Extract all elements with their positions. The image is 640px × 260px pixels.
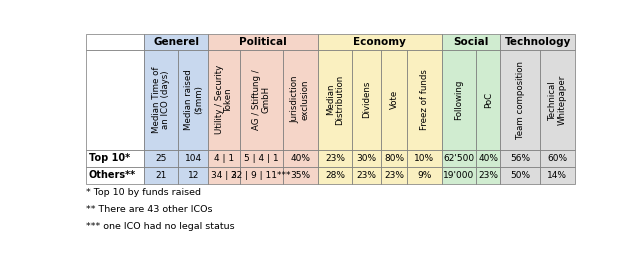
Text: 12: 12 xyxy=(188,171,199,180)
Text: 80%: 80% xyxy=(384,154,404,163)
Bar xyxy=(86,34,144,50)
Text: ** There are 43 other ICOs: ** There are 43 other ICOs xyxy=(86,205,212,214)
Text: Technical
Whitepaper: Technical Whitepaper xyxy=(548,75,566,125)
Text: Vote: Vote xyxy=(390,90,399,109)
Bar xyxy=(209,50,240,150)
Text: AG / Stiftung /
GmbH: AG / Stiftung / GmbH xyxy=(252,69,271,130)
Bar xyxy=(352,150,381,167)
Text: 25: 25 xyxy=(156,154,167,163)
Text: Jurisdiction
exclusion: Jurisdiction exclusion xyxy=(291,76,310,124)
Bar xyxy=(318,167,352,184)
Bar xyxy=(144,34,209,50)
Text: 21: 21 xyxy=(156,171,167,180)
Text: 34 | 3: 34 | 3 xyxy=(211,171,237,180)
Bar xyxy=(381,50,406,150)
Text: 35%: 35% xyxy=(290,171,310,180)
Bar xyxy=(240,150,283,167)
Bar xyxy=(318,50,352,150)
Text: PoC: PoC xyxy=(484,92,493,108)
Text: 5 | 4 | 1: 5 | 4 | 1 xyxy=(244,154,278,163)
Bar xyxy=(178,150,209,167)
Text: Top 10*: Top 10* xyxy=(89,153,130,163)
Bar xyxy=(352,167,381,184)
Text: Generel: Generel xyxy=(153,37,199,47)
Text: Utility / Security
Token: Utility / Security Token xyxy=(215,65,234,134)
Text: 56%: 56% xyxy=(510,154,530,163)
Text: 14%: 14% xyxy=(547,171,568,180)
Text: 19'000: 19'000 xyxy=(444,171,475,180)
Text: 23%: 23% xyxy=(325,154,345,163)
Text: Economy: Economy xyxy=(353,37,406,47)
Text: 40%: 40% xyxy=(478,154,499,163)
Bar xyxy=(178,50,209,150)
Bar xyxy=(500,50,540,150)
Bar xyxy=(500,34,575,50)
Bar xyxy=(240,50,283,150)
Bar xyxy=(283,50,318,150)
Text: Political: Political xyxy=(239,37,287,47)
Bar xyxy=(318,150,352,167)
Text: Others**: Others** xyxy=(89,170,136,180)
Bar xyxy=(500,150,540,167)
Bar xyxy=(209,150,240,167)
Bar xyxy=(381,167,406,184)
Text: 28%: 28% xyxy=(325,171,345,180)
Bar xyxy=(209,167,240,184)
Bar xyxy=(406,167,442,184)
Bar xyxy=(442,167,476,184)
Bar xyxy=(240,167,283,184)
Text: 40%: 40% xyxy=(290,154,310,163)
Bar xyxy=(442,34,500,50)
Bar xyxy=(86,150,144,167)
Text: * Top 10 by funds raised: * Top 10 by funds raised xyxy=(86,188,201,197)
Bar xyxy=(209,34,318,50)
Bar xyxy=(442,50,476,150)
Text: Median Time of
an ICO (days): Median Time of an ICO (days) xyxy=(152,67,170,133)
Bar xyxy=(178,167,209,184)
Text: 23%: 23% xyxy=(356,171,377,180)
Bar xyxy=(406,50,442,150)
Bar xyxy=(144,167,178,184)
Bar xyxy=(476,50,500,150)
Text: 104: 104 xyxy=(185,154,202,163)
Text: 22 | 9 | 11***: 22 | 9 | 11*** xyxy=(232,171,291,180)
Text: 30%: 30% xyxy=(356,154,377,163)
Text: 23%: 23% xyxy=(478,171,499,180)
Bar xyxy=(144,50,178,150)
Text: 50%: 50% xyxy=(510,171,530,180)
Text: 23%: 23% xyxy=(384,171,404,180)
Bar xyxy=(540,50,575,150)
Text: *** one ICO had no legal status: *** one ICO had no legal status xyxy=(86,222,235,231)
Bar xyxy=(86,167,144,184)
Bar xyxy=(318,34,442,50)
Text: Technology: Technology xyxy=(504,37,571,47)
Text: 4 | 1: 4 | 1 xyxy=(214,154,234,163)
Text: 9%: 9% xyxy=(417,171,431,180)
Text: Following: Following xyxy=(454,80,463,120)
Text: 62'500: 62'500 xyxy=(444,154,475,163)
Bar xyxy=(476,167,500,184)
Text: Dividens: Dividens xyxy=(362,81,371,118)
Bar xyxy=(144,150,178,167)
Bar xyxy=(442,150,476,167)
Bar xyxy=(352,50,381,150)
Bar xyxy=(86,50,144,150)
Text: 10%: 10% xyxy=(414,154,435,163)
Text: Freez of funds: Freez of funds xyxy=(420,69,429,130)
Text: 60%: 60% xyxy=(547,154,568,163)
Bar xyxy=(476,150,500,167)
Bar xyxy=(540,150,575,167)
Text: Social: Social xyxy=(454,37,489,47)
Text: Median raised
($mm): Median raised ($mm) xyxy=(184,69,203,130)
Bar xyxy=(540,167,575,184)
Bar xyxy=(406,150,442,167)
Text: Team composition: Team composition xyxy=(516,61,525,139)
Bar xyxy=(283,150,318,167)
Bar xyxy=(500,167,540,184)
Text: Median
Distribution: Median Distribution xyxy=(326,75,344,125)
Bar xyxy=(283,167,318,184)
Bar xyxy=(381,150,406,167)
